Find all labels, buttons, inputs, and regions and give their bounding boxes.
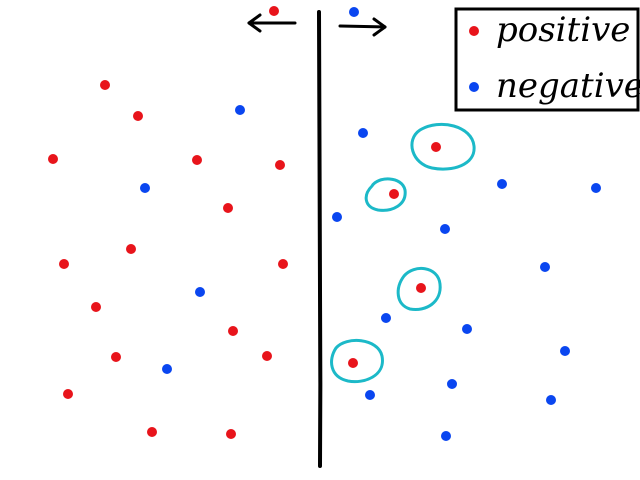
positive-point [147,427,157,437]
negative-point [195,287,205,297]
negative-point [358,128,368,138]
data-points [48,6,601,441]
arrow-left-icon [247,13,297,33]
negative-point [591,183,601,193]
positive-point [348,358,358,368]
positive-point [192,155,202,165]
positive-point [223,203,233,213]
positive-point [389,189,399,199]
positive-point [63,389,73,399]
positive-point [48,154,58,164]
negative-point [365,390,375,400]
positive-point [226,429,236,439]
highlight-circle [396,267,442,312]
negative-point [381,313,391,323]
negative-point [162,364,172,374]
negative-point [440,224,450,234]
legend-negative-label: negative [496,66,640,106]
highlight-circle [330,338,384,384]
positive-point [228,326,238,336]
positive-point [278,259,288,269]
positive-point [111,352,121,362]
negative-point [332,212,342,222]
negative-point [441,431,451,441]
positive-point [100,80,110,90]
positive-point [416,283,426,293]
highlight-circle [410,122,476,171]
legend-positive-label: positive [496,10,630,50]
positive-point [275,160,285,170]
negative-point [235,105,245,115]
arrow-right-icon [338,17,387,37]
legend-negative-dot [469,82,479,92]
negative-point [462,324,472,334]
negative-point [560,346,570,356]
highlight-circles [330,122,476,384]
positive-point [269,6,279,16]
positive-point [91,302,101,312]
negative-point [497,179,507,189]
legend-positive-dot [469,26,479,36]
positive-point [59,259,69,269]
decision-boundary-line [317,10,323,468]
negative-point [140,183,150,193]
positive-point [431,142,441,152]
negative-point [447,379,457,389]
legend-box [454,7,640,112]
highlight-circle [364,177,407,212]
negative-point [349,7,359,17]
positive-point [262,351,272,361]
positive-point [126,244,136,254]
legend: positive negative [454,7,640,112]
positive-point [133,111,143,121]
negative-point [540,262,550,272]
negative-point [546,395,556,405]
